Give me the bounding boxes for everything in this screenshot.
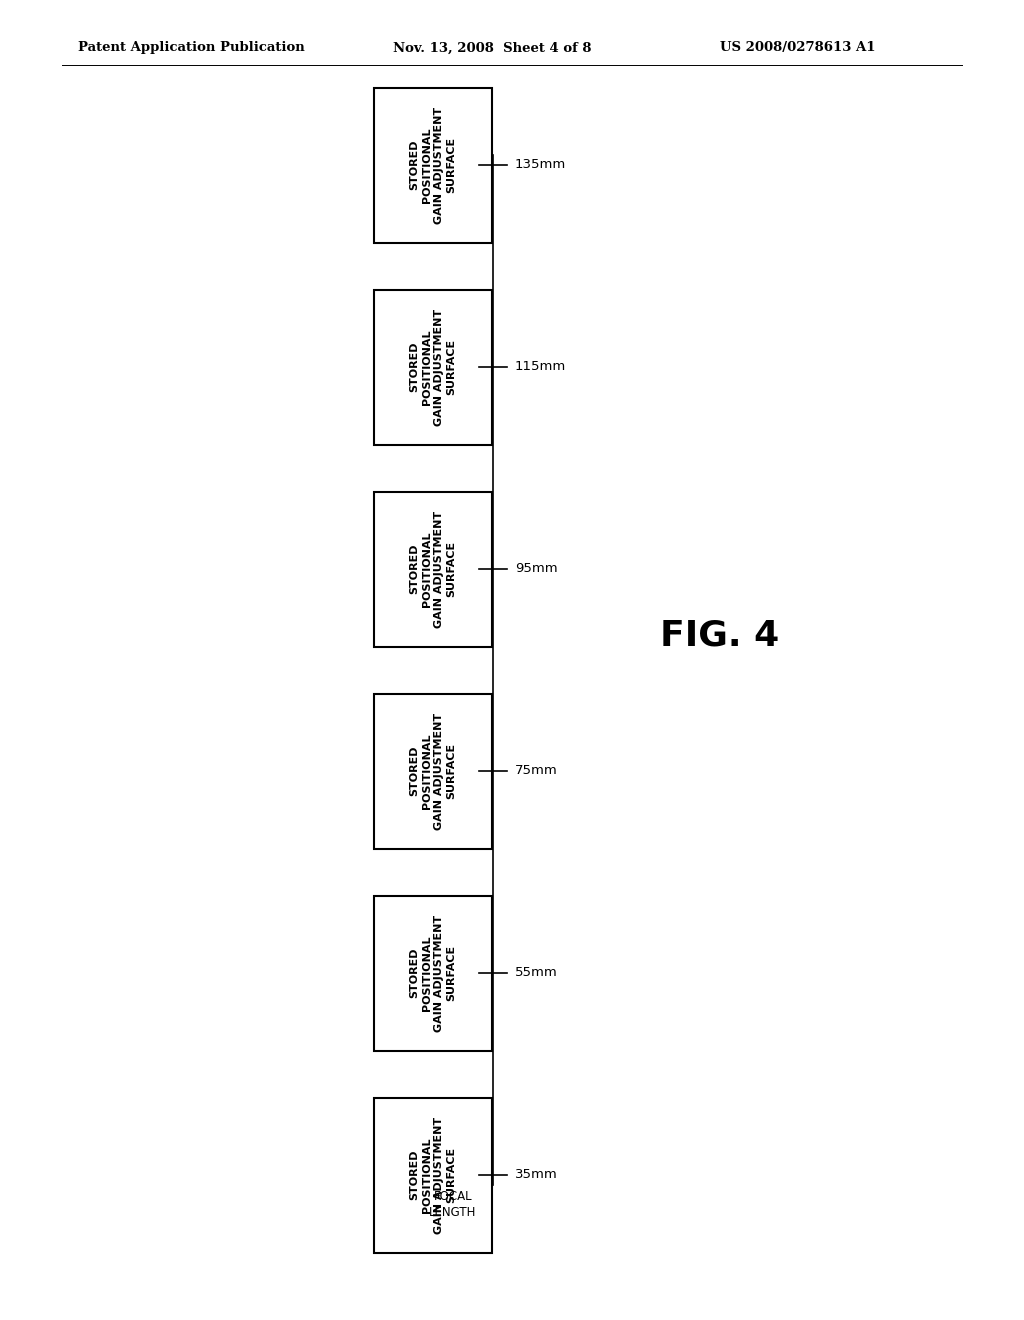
Text: STORED
POSITIONAL
GAIN ADJUSTMENT
SURFACE: STORED POSITIONAL GAIN ADJUSTMENT SURFAC… bbox=[410, 915, 457, 1031]
Text: Nov. 13, 2008  Sheet 4 of 8: Nov. 13, 2008 Sheet 4 of 8 bbox=[393, 41, 592, 54]
Bar bbox=[374, 895, 492, 1051]
Text: STORED
POSITIONAL
GAIN ADJUSTMENT
SURFACE: STORED POSITIONAL GAIN ADJUSTMENT SURFAC… bbox=[410, 511, 457, 627]
Bar bbox=[374, 491, 492, 647]
Text: 115mm: 115mm bbox=[515, 360, 566, 374]
Text: FIG. 4: FIG. 4 bbox=[660, 618, 779, 652]
Text: FOCAL: FOCAL bbox=[434, 1191, 472, 1203]
Text: 95mm: 95mm bbox=[515, 562, 558, 576]
Text: US 2008/0278613 A1: US 2008/0278613 A1 bbox=[720, 41, 876, 54]
Text: Patent Application Publication: Patent Application Publication bbox=[78, 41, 305, 54]
Text: 135mm: 135mm bbox=[515, 158, 566, 172]
Bar bbox=[374, 289, 492, 445]
Bar bbox=[374, 1097, 492, 1253]
Text: STORED
POSITIONAL
GAIN ADJUSTMENT
SURFACE: STORED POSITIONAL GAIN ADJUSTMENT SURFAC… bbox=[410, 713, 457, 829]
Text: 55mm: 55mm bbox=[515, 966, 558, 979]
Text: STORED
POSITIONAL
GAIN ADJUSTMENT
SURFACE: STORED POSITIONAL GAIN ADJUSTMENT SURFAC… bbox=[410, 107, 457, 223]
Bar bbox=[374, 87, 492, 243]
Text: 35mm: 35mm bbox=[515, 1168, 558, 1181]
Text: STORED
POSITIONAL
GAIN ADJUSTMENT
SURFACE: STORED POSITIONAL GAIN ADJUSTMENT SURFAC… bbox=[410, 309, 457, 425]
Text: 75mm: 75mm bbox=[515, 764, 558, 777]
Text: LENGTH: LENGTH bbox=[429, 1206, 477, 1218]
Text: STORED
POSITIONAL
GAIN ADJUSTMENT
SURFACE: STORED POSITIONAL GAIN ADJUSTMENT SURFAC… bbox=[410, 1117, 457, 1234]
Bar bbox=[374, 693, 492, 849]
